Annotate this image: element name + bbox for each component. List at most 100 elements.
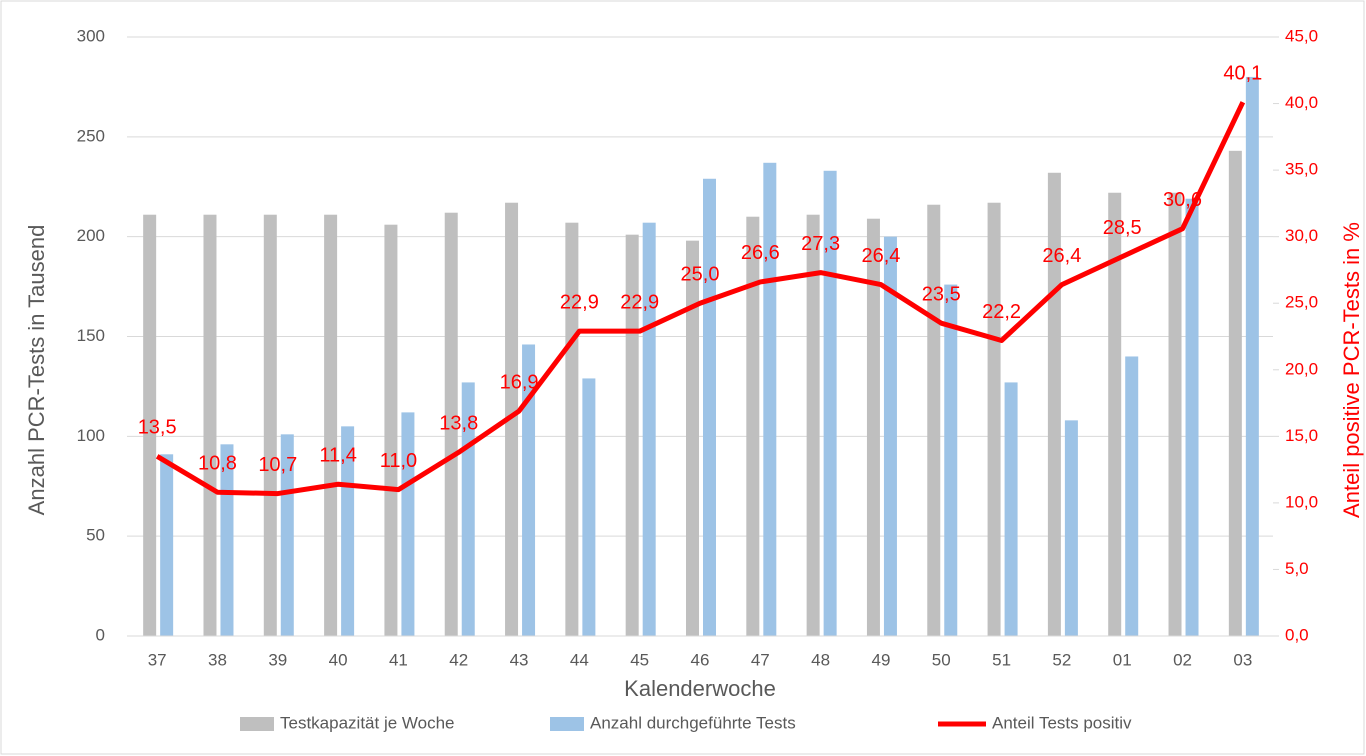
x-tick-label: 40: [329, 650, 348, 669]
x-tick-label: 46: [691, 650, 710, 669]
x-tick-label: 41: [389, 650, 408, 669]
bar: [944, 284, 958, 636]
y2-tick-label: 30,0: [1285, 226, 1318, 245]
data-label: 10,7: [258, 454, 297, 476]
bar: [444, 212, 458, 636]
y-tick-label: 200: [77, 226, 105, 245]
data-label: 26,4: [1042, 245, 1081, 267]
x-tick-label: 47: [751, 650, 770, 669]
line: [155, 101, 1246, 497]
bar: [341, 426, 355, 636]
legend-label: Anteil Tests positiv: [992, 713, 1132, 732]
data-label: 28,5: [1103, 217, 1142, 239]
bar: [927, 204, 941, 636]
y-tick-label: 250: [77, 126, 105, 145]
bar: [1047, 172, 1061, 637]
y2-tick-label: 10,0: [1285, 492, 1318, 511]
data-label: 22,9: [620, 291, 659, 313]
bar: [1245, 76, 1259, 636]
data-label: 30,6: [1163, 189, 1202, 211]
data-label: 13,8: [439, 413, 478, 435]
x-tick-label: 42: [449, 650, 468, 669]
data-label: 25,0: [681, 264, 720, 286]
x-tick-label: 01: [1113, 650, 1132, 669]
bar: [987, 202, 1001, 636]
x-tick-label: 48: [811, 650, 830, 669]
x-tick-label: 52: [1052, 650, 1071, 669]
x-tick-label: 03: [1233, 650, 1252, 669]
y2-tick-label: 40,0: [1285, 93, 1318, 112]
x-tick-label: 44: [570, 650, 589, 669]
bar: [686, 240, 699, 636]
bar: [1228, 150, 1242, 636]
bar: [625, 234, 639, 637]
legend-label: Anzahl durchgeführte Tests: [590, 713, 796, 732]
y-tick-label: 50: [86, 526, 105, 545]
y-tick-label: 100: [77, 426, 105, 445]
x-tick-label: 50: [932, 650, 951, 669]
y2-tick-label: 20,0: [1285, 359, 1318, 378]
y2-tick-label: 5,0: [1285, 559, 1309, 578]
bar: [806, 214, 820, 636]
y-tick-label: 150: [77, 326, 105, 345]
bar: [866, 218, 880, 637]
x-tick-label: 43: [510, 650, 529, 669]
bar: [823, 170, 837, 636]
y2-tick-label: 0,0: [1285, 625, 1309, 644]
bar: [703, 178, 716, 636]
bar: [160, 454, 174, 636]
y2-tick-label: 35,0: [1285, 160, 1318, 179]
data-label: 22,9: [560, 291, 599, 313]
x-tick-label: 38: [208, 650, 227, 669]
x-tick-label: 37: [148, 650, 167, 669]
bar: [582, 378, 596, 636]
data-label: 11,0: [380, 450, 417, 472]
data-label: 40,1: [1223, 63, 1262, 85]
bar: [280, 434, 294, 636]
bar: [143, 214, 157, 636]
bar: [1108, 192, 1122, 637]
y-axis-title: Anzahl PCR-Tests in Tausend: [24, 225, 49, 516]
data-label: 22,2: [982, 301, 1021, 323]
bar: [203, 214, 217, 636]
data-label: 26,4: [861, 245, 900, 267]
bar: [1064, 420, 1078, 636]
bar: [522, 344, 536, 636]
legend-label: Testkapazität je Woche: [280, 713, 455, 732]
bar: [505, 202, 519, 636]
x-axis-title: Kalenderwoche: [624, 676, 776, 701]
data-label: 10,8: [198, 453, 237, 475]
bar: [763, 162, 777, 637]
bar: [1185, 198, 1199, 637]
data-label: 27,3: [801, 233, 840, 255]
x-tick-label: 02: [1173, 650, 1192, 669]
bar: [565, 222, 579, 636]
y2-tick-label: 45,0: [1285, 26, 1318, 45]
bar: [401, 412, 415, 636]
y-tick-label: 0: [96, 625, 105, 644]
data-label: 16,9: [500, 371, 539, 393]
bar: [263, 214, 277, 636]
bar: [746, 216, 760, 636]
data-label: 26,6: [741, 242, 780, 264]
y2-tick-label: 15,0: [1285, 426, 1318, 445]
data-label: 11,4: [319, 445, 356, 467]
bar: [1004, 382, 1018, 636]
y-tick-label: 300: [77, 26, 105, 45]
bar: [642, 222, 656, 636]
bar: [384, 224, 398, 637]
data-label: 23,5: [922, 283, 961, 305]
legend-swatch: [240, 717, 274, 731]
x-tick-label: 49: [871, 650, 890, 669]
x-tick-label: 39: [268, 650, 287, 669]
bar: [1125, 356, 1139, 636]
y2-axis-title: Anteil positive PCR-Tests in %: [1339, 222, 1364, 518]
x-tick-label: 45: [630, 650, 649, 669]
bar: [883, 236, 897, 636]
x-tick-label: 51: [992, 650, 1011, 669]
y2-tick-label: 25,0: [1285, 293, 1318, 312]
data-label: 13,5: [138, 417, 177, 439]
legend-swatch: [550, 717, 584, 731]
bar: [324, 214, 338, 636]
